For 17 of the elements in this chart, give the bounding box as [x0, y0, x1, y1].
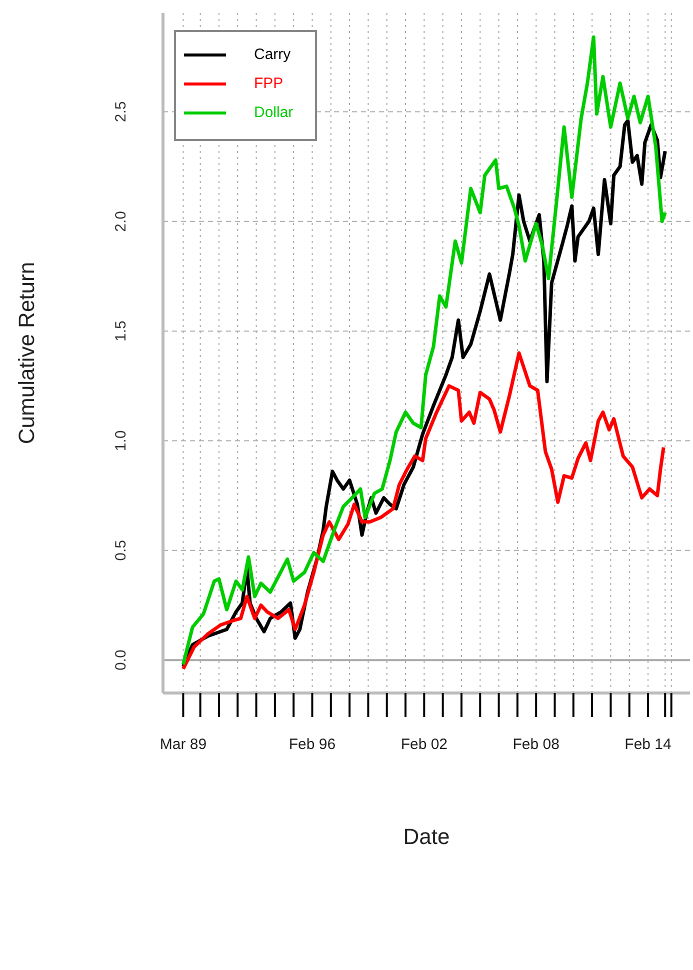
- y-tick-label: 2.0: [112, 210, 130, 232]
- x-axis-title: Date: [403, 824, 450, 849]
- x-tick-label: Feb 08: [512, 736, 560, 753]
- y-tick-label: 0.0: [112, 650, 130, 671]
- x-tick-label: Feb 02: [400, 736, 448, 753]
- x-tick-label: Mar 89: [160, 736, 207, 753]
- y-tick-label: 2.5: [112, 101, 130, 122]
- y-tick-label: 1.5: [112, 320, 130, 342]
- x-tick-label: Feb 96: [288, 736, 336, 753]
- legend-label: Dollar: [254, 104, 294, 121]
- line-series: [181, 351, 666, 671]
- y-axis-title: Cumulative Return: [14, 262, 39, 444]
- legend-label: Carry: [254, 46, 291, 63]
- y-tick-label: 1.0: [112, 430, 130, 452]
- x-tick-label: Feb 14: [624, 736, 672, 753]
- y-tick-label: 0.5: [112, 540, 130, 561]
- legend-label: FPP: [254, 75, 284, 92]
